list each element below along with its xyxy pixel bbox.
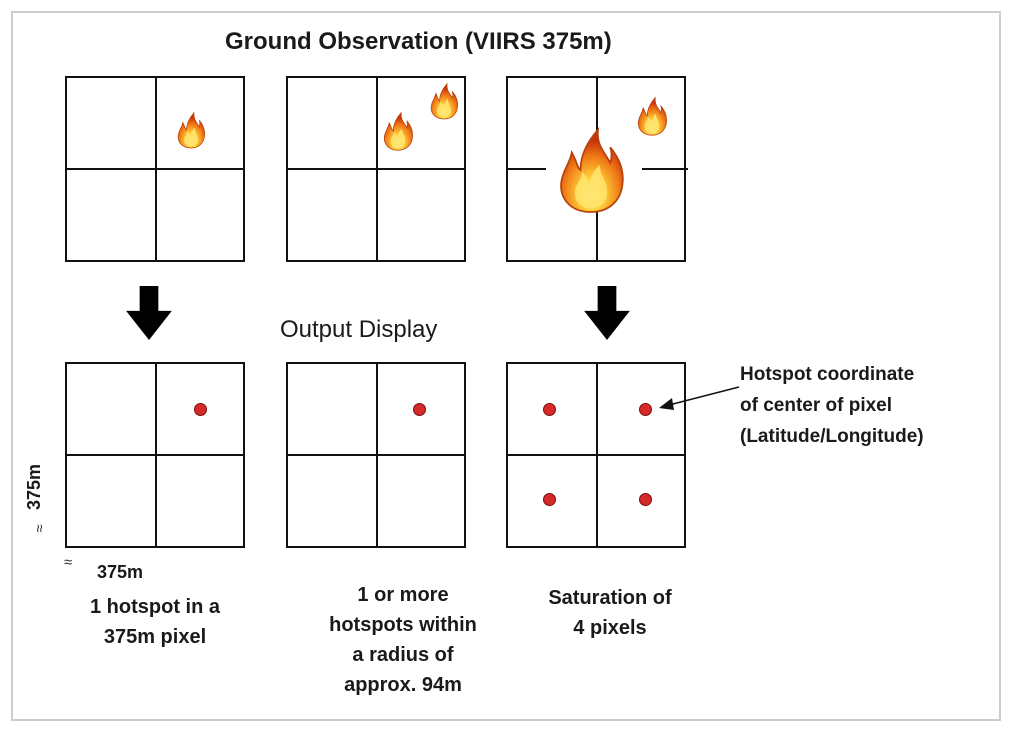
hotspot-annotation: Hotspot coordinate of center of pixel (L… xyxy=(740,359,924,452)
approx-symbol-vertical: ≈ xyxy=(31,524,49,533)
ground-grid-3 xyxy=(506,76,688,262)
down-arrow-icon xyxy=(126,286,172,340)
diagram-frame xyxy=(11,11,1001,721)
annotation-line: Hotspot coordinate xyxy=(740,364,915,385)
caption-line: approx. 94m xyxy=(344,674,462,696)
caption-line: hotspots within xyxy=(329,614,477,636)
output-display-title: Output Display xyxy=(280,316,438,343)
ground-grid-2 xyxy=(286,76,466,262)
down-arrow-icon xyxy=(584,286,630,340)
pointer-arrow-icon xyxy=(659,386,740,410)
caption-line: Saturation of xyxy=(548,587,672,609)
caption-line: 1 hotspot in a xyxy=(90,596,220,618)
fire-icon xyxy=(636,96,668,136)
horizontal-scale-label: 375m xyxy=(97,562,144,582)
hotspot-dot-icon xyxy=(639,403,652,416)
fire-icon xyxy=(429,82,459,120)
annotation-line: (Latitude/Longitude) xyxy=(740,426,924,447)
fire-icon xyxy=(556,126,626,214)
output-grid-2 xyxy=(286,362,466,548)
hotspot-dot-icon xyxy=(543,403,556,416)
vertical-scale-label: 375m xyxy=(24,463,44,510)
caption-case-2: 1 or more hotspots within a radius of ap… xyxy=(303,580,503,700)
output-grid-1 xyxy=(65,362,245,548)
approx-symbol-horizontal: ≈ xyxy=(64,554,73,571)
annotation-line: of center of pixel xyxy=(740,395,893,416)
caption-case-1: 1 hotspot in a 375m pixel xyxy=(70,592,240,652)
hotspot-dot-icon xyxy=(639,493,652,506)
caption-line: a radius of xyxy=(352,644,454,666)
fire-icon xyxy=(176,110,206,150)
caption-line: 1 or more xyxy=(357,584,449,606)
fire-icon xyxy=(382,110,414,152)
caption-line: 375m pixel xyxy=(103,626,207,648)
ground-grid-1 xyxy=(65,76,245,262)
output-grid-3 xyxy=(506,362,686,548)
diagram-title: Ground Observation (VIIRS 375m) xyxy=(225,28,612,55)
caption-case-3: Saturation of 4 pixels xyxy=(515,583,705,643)
caption-line: 4 pixels xyxy=(573,617,647,639)
hotspot-dot-icon xyxy=(194,403,207,416)
hotspot-dot-icon xyxy=(543,493,556,506)
hotspot-dot-icon xyxy=(413,403,426,416)
